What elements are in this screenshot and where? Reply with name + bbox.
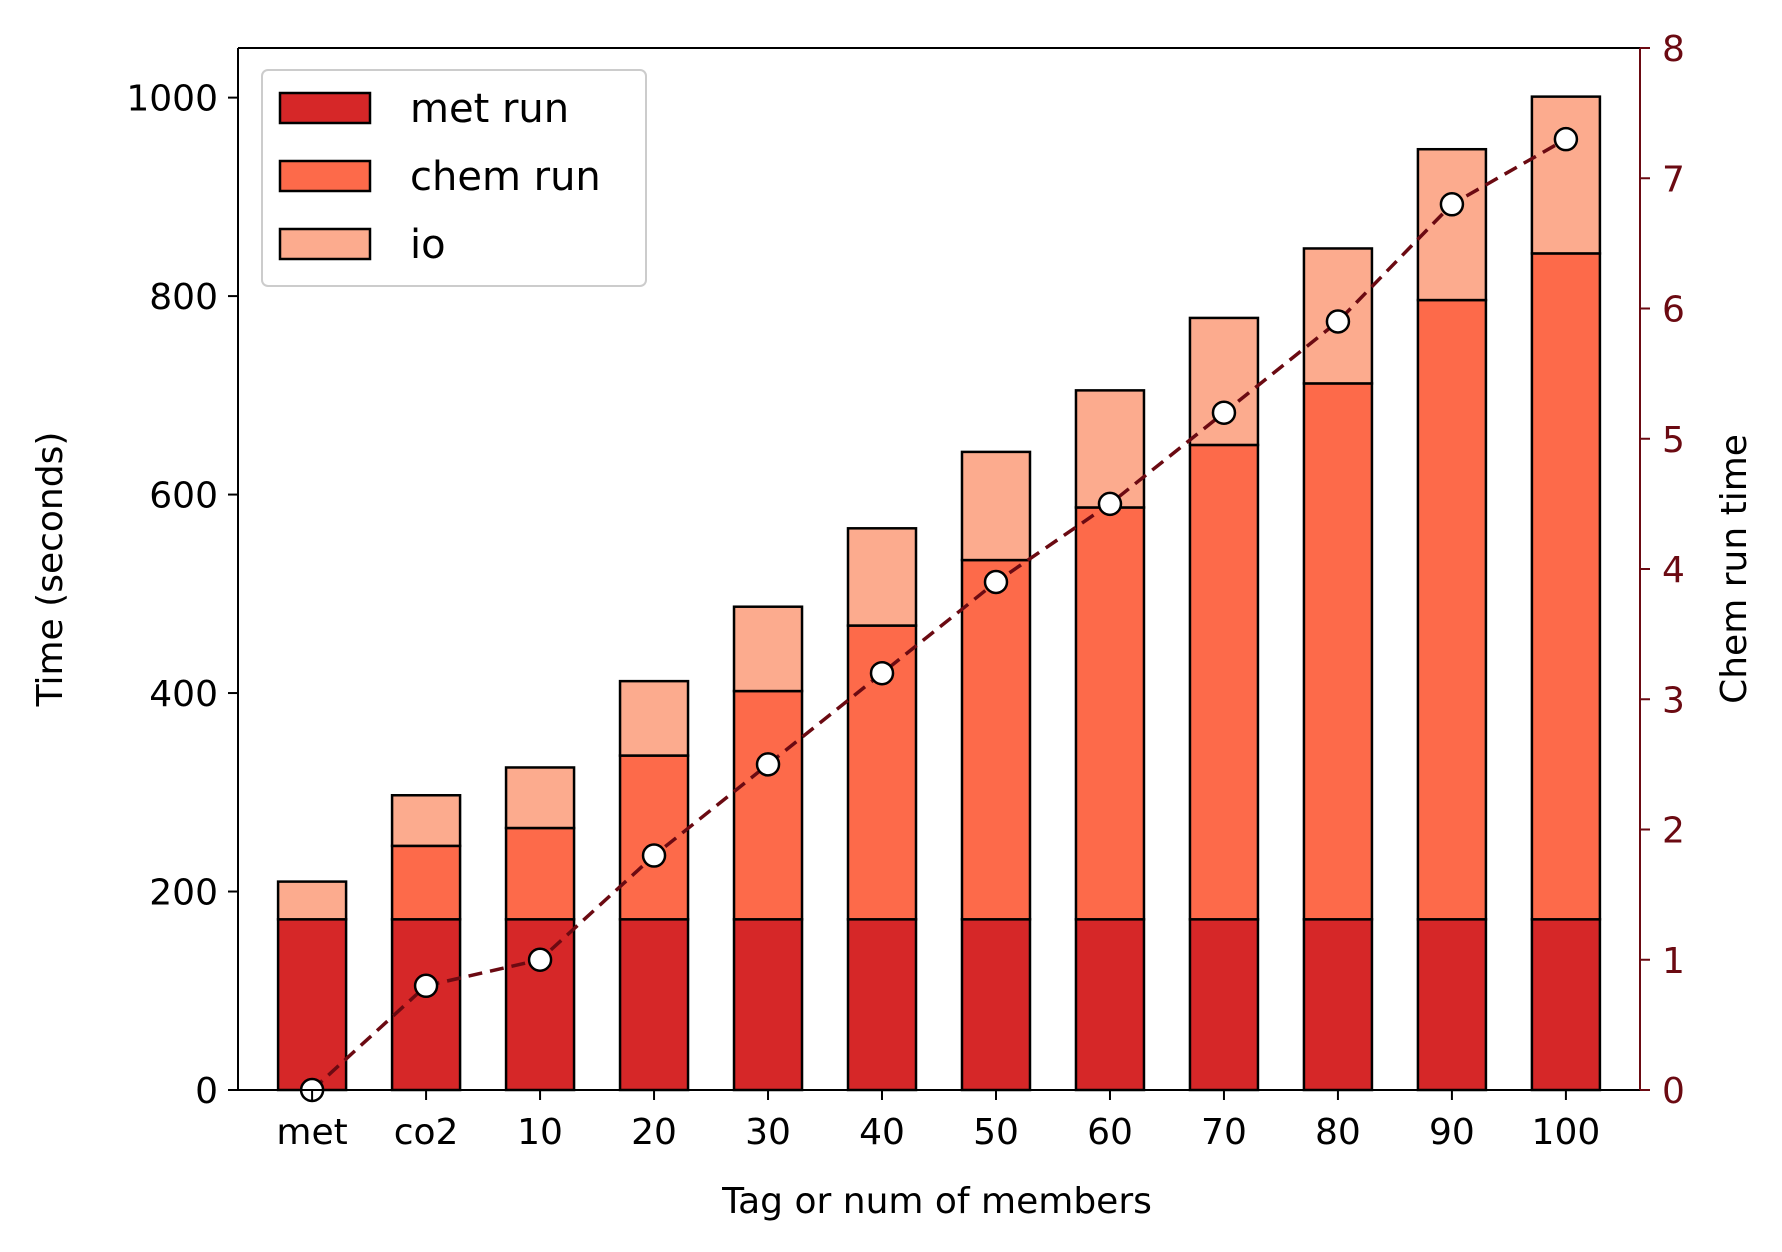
x-tick-label-60: 60 bbox=[1087, 1112, 1133, 1153]
y2-tick-label-3: 3 bbox=[1662, 680, 1685, 721]
bar-met-run-90 bbox=[1416, 918, 1488, 1092]
bar-met-run-30 bbox=[732, 918, 804, 1092]
x-tick-label-met: met bbox=[276, 1112, 347, 1153]
y-tick-label-800: 800 bbox=[149, 277, 218, 318]
bar-io-30 bbox=[732, 605, 804, 693]
y-tick-label-600: 600 bbox=[149, 476, 218, 517]
bar-chem-run-100 bbox=[1530, 252, 1602, 921]
chem-run-time-point-80 bbox=[1325, 309, 1351, 334]
y-tick-label-400: 400 bbox=[149, 674, 218, 715]
x-tick-label-90: 90 bbox=[1429, 1112, 1475, 1153]
y2-tick-label-1: 1 bbox=[1662, 941, 1685, 982]
bar-io-20 bbox=[618, 679, 690, 757]
bar-chem-run-80 bbox=[1302, 382, 1374, 921]
chem-run-time-point-40 bbox=[869, 660, 895, 686]
bar-met-run-10 bbox=[504, 918, 576, 1092]
legend-swatch-chem-run bbox=[278, 159, 372, 193]
chem-run-time-point-20 bbox=[641, 843, 667, 868]
chem-run-time-point-60 bbox=[1097, 491, 1123, 517]
chem-run-time-point-50 bbox=[983, 569, 1009, 595]
chem-run-time-point-30 bbox=[755, 752, 781, 777]
bar-chem-run-10 bbox=[504, 826, 576, 921]
y-tick-label-200: 200 bbox=[149, 873, 218, 914]
legend-label-chem-run: chem run bbox=[410, 154, 601, 200]
x-tick-label-10: 10 bbox=[517, 1112, 563, 1153]
bar-chem-run-90 bbox=[1416, 298, 1488, 921]
x-tick-label-80: 80 bbox=[1315, 1112, 1361, 1153]
bar-met-run-80 bbox=[1302, 918, 1374, 1092]
legend: met run chem run io bbox=[261, 69, 647, 287]
bar-io-100 bbox=[1530, 95, 1602, 255]
bar-io-70 bbox=[1188, 316, 1260, 447]
chem-run-time-point-co2 bbox=[413, 973, 439, 999]
bar-chem-run-50 bbox=[960, 558, 1032, 921]
legend-swatch-io bbox=[278, 227, 372, 261]
bar-met-run-50 bbox=[960, 918, 1032, 1092]
bar-met-run-70 bbox=[1188, 918, 1260, 1092]
bar-io-90 bbox=[1416, 147, 1488, 302]
chem-run-time-point-100 bbox=[1553, 126, 1579, 152]
x-tick-label-40: 40 bbox=[859, 1112, 905, 1153]
x-tick-label-70: 70 bbox=[1201, 1112, 1247, 1153]
bar-chem-run-20 bbox=[618, 754, 690, 921]
y2-tick-label-2: 2 bbox=[1662, 811, 1685, 852]
y2-tick-label-8: 8 bbox=[1662, 29, 1685, 70]
bar-met-run-co2 bbox=[390, 918, 462, 1092]
chem-run-time-line bbox=[310, 137, 1567, 1092]
legend-swatch-met-run bbox=[278, 91, 372, 125]
bar-io-60 bbox=[1074, 389, 1146, 509]
chem-run-time-point-90 bbox=[1439, 192, 1465, 217]
x-axis-label: Tag or num of members bbox=[721, 1181, 1152, 1222]
x-tick-label-50: 50 bbox=[973, 1112, 1019, 1153]
bar-met-run-100 bbox=[1530, 918, 1602, 1092]
y2-tick-label-0: 0 bbox=[1662, 1071, 1685, 1112]
x-tick-label-100: 100 bbox=[1532, 1112, 1601, 1153]
axes-layer bbox=[237, 47, 1641, 1091]
bar-io-co2 bbox=[390, 794, 462, 848]
x-tick-label-20: 20 bbox=[631, 1112, 677, 1153]
y2-tick-label-5: 5 bbox=[1662, 420, 1685, 461]
ticks-layer: 0 200 400 600 800 1000 0 1 2 3 4 5 6 7 8 met co2 10 20 30 40… bbox=[126, 29, 1685, 1153]
bar-io-10 bbox=[504, 766, 576, 830]
bar-met-run-20 bbox=[618, 918, 690, 1092]
bar-io-50 bbox=[960, 450, 1032, 562]
y-axis-label: Time (seconds) bbox=[30, 432, 71, 708]
bar-io-met bbox=[276, 880, 348, 921]
bar-chem-run-70 bbox=[1188, 443, 1260, 921]
y-tick-label-1000: 1000 bbox=[126, 79, 218, 120]
bar-met-run-40 bbox=[846, 918, 918, 1092]
y2-tick-label-4: 4 bbox=[1662, 550, 1685, 591]
chem-run-time-point-70 bbox=[1211, 400, 1237, 425]
y2-tick-label-6: 6 bbox=[1662, 290, 1685, 331]
bar-chem-run-co2 bbox=[390, 844, 462, 921]
bar-met-run-60 bbox=[1074, 918, 1146, 1092]
bar-chem-run-60 bbox=[1074, 506, 1146, 921]
x-tick-label-30: 30 bbox=[745, 1112, 791, 1153]
chem-run-time-point-10 bbox=[527, 947, 553, 972]
bar-io-40 bbox=[846, 527, 918, 627]
bar-met-run-met bbox=[276, 918, 348, 1092]
y2-axis-label: Chem run time bbox=[1714, 434, 1755, 704]
x-tick-label-co2: co2 bbox=[394, 1112, 459, 1153]
bar-chem-run-30 bbox=[732, 689, 804, 921]
y2-tick-label-7: 7 bbox=[1662, 159, 1685, 200]
legend-label-io: io bbox=[410, 222, 446, 268]
y-tick-label-0: 0 bbox=[195, 1071, 218, 1112]
legend-label-met-run: met run bbox=[410, 86, 569, 132]
